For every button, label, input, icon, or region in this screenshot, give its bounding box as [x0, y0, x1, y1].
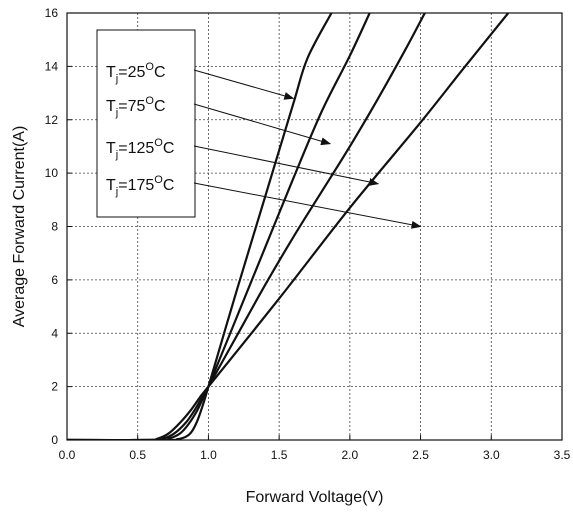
y-tick-label: 10 — [45, 166, 59, 180]
x-tick-labels: 0.0 0.5 1.0 1.5 2.0 2.5 3.0 3.5 — [59, 448, 571, 462]
x-axis-label: Forward Voltage(V) — [246, 489, 384, 506]
annotation-arrows — [193, 69, 422, 229]
annotation-arrow-2 — [193, 145, 380, 186]
series-line-3 — [67, 13, 510, 440]
y-axis-label: Average Forward Current(A) — [11, 126, 28, 328]
y-tick-label: 12 — [45, 113, 59, 127]
x-tick-label: 0.0 — [59, 448, 76, 462]
y-tick-label: 14 — [45, 59, 59, 73]
series-line-2 — [67, 13, 426, 440]
legend: Tj=25OC Tj=75OC Tj=125OC Tj=175OC — [96, 29, 196, 218]
x-tick-label: 3.5 — [554, 448, 571, 462]
x-tick-label: 1.0 — [200, 448, 217, 462]
legend-items: Tj=25OC Tj=75OC Tj=125OC Tj=175OC — [106, 61, 174, 198]
x-tick-label: 0.5 — [129, 448, 146, 462]
legend-label-1: Tj=75OC — [106, 95, 166, 119]
series-line-0 — [67, 13, 333, 440]
x-tick-label: 3.0 — [483, 448, 500, 462]
y-tick-label: 2 — [51, 380, 58, 394]
y-tick-labels: 0 2 4 6 8 10 12 14 16 — [45, 6, 59, 447]
legend-box — [96, 29, 196, 218]
grid — [67, 13, 562, 440]
y-tick-label: 4 — [51, 326, 58, 340]
annotation-arrow-1 — [193, 103, 332, 146]
y-tick-label: 8 — [51, 220, 58, 234]
x-tick-label: 2.0 — [342, 448, 359, 462]
legend-label-2: Tj=125OC — [106, 137, 174, 161]
ticks — [66, 12, 563, 441]
annotation-arrow-0 — [193, 69, 295, 100]
legend-label-3: Tj=175OC — [106, 174, 174, 198]
y-tick-label: 6 — [51, 273, 58, 287]
annotation-arrow-3 — [193, 182, 422, 229]
series-group — [67, 13, 510, 440]
x-tick-label: 1.5 — [271, 448, 288, 462]
y-tick-label: 16 — [45, 6, 59, 20]
legend-label-0: Tj=25OC — [106, 61, 166, 85]
y-tick-label: 0 — [51, 433, 58, 447]
x-tick-label: 2.5 — [412, 448, 429, 462]
